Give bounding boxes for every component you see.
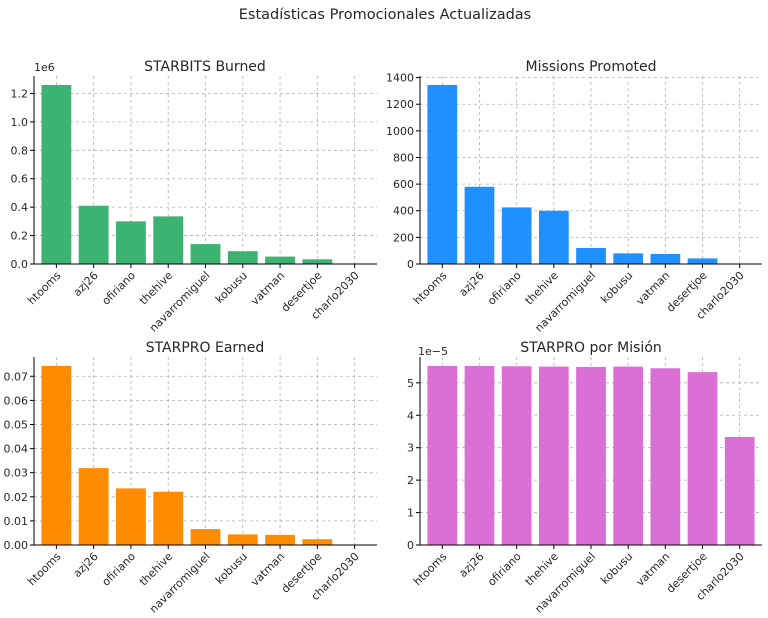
y-tick-label: 800 [393, 151, 414, 164]
x-tick-label: azj26 [456, 550, 486, 580]
chart-title: STARPRO por Misión [520, 340, 662, 356]
x-tick-label: ofiriano [99, 269, 138, 308]
bar-thehive [538, 210, 569, 264]
x-tick-label: azj26 [71, 550, 101, 580]
bar-desertjoe [687, 258, 718, 264]
chart-starbits-burned: STARBITS Burned 1e6 0.0 0.2 0.4 0.6 0.8 1.0 1.… [11, 59, 377, 335]
y-tick-label: 0.6 [11, 173, 29, 186]
bar-vatman [650, 368, 681, 545]
bar-desertjoe [302, 259, 333, 264]
y-tick-label: 1 [407, 507, 414, 520]
bar-ofiriano [116, 221, 146, 264]
chart-title: Missions Promoted [525, 59, 656, 75]
bar-thehive [153, 491, 184, 545]
bar-kobusu [227, 534, 258, 545]
bar-desertjoe [687, 372, 718, 545]
y-tick-label: 2 [407, 474, 414, 487]
chart-title: STARBITS Burned [144, 59, 266, 75]
x-tick-label: htooms [411, 550, 450, 589]
x-tick-label: kobusu [213, 550, 250, 587]
x-tick-label: azj26 [71, 269, 101, 299]
y-offset-label: 1e−5 [418, 345, 448, 358]
y-tick-label: 1000 [386, 125, 414, 138]
figure-suptitle: Estadísticas Promocionales Actualizadas [239, 7, 531, 23]
y-offset-label: 1e6 [34, 61, 55, 74]
y-tick-label: 1.0 [11, 116, 29, 129]
chart-missions-promoted: Missions Promoted 0 200 400 600 800 1000 1200 1… [386, 59, 762, 335]
bar-azj26 [78, 205, 109, 264]
bar-azj26 [464, 186, 495, 264]
x-tick-label: ofiriano [485, 550, 524, 589]
bar-charlo2030 [724, 436, 755, 545]
bar-ofiriano [501, 207, 532, 264]
bar-ofiriano [116, 488, 146, 545]
bar-azj26 [464, 365, 495, 545]
y-tick-label: 4 [407, 409, 414, 422]
y-tick-label: 3 [407, 442, 414, 455]
x-tick-label: ofiriano [99, 550, 138, 589]
x-tick-label: kobusu [598, 550, 635, 587]
y-tick-label: 1200 [386, 98, 414, 111]
y-tick-label: 0.8 [11, 144, 29, 157]
bar-vatman [265, 534, 295, 545]
bar-kobusu [613, 366, 644, 545]
x-tick-label: htooms [411, 269, 450, 308]
y-tick-label: 0.01 [4, 515, 29, 528]
bar-kobusu [613, 253, 644, 264]
bar-navarromiguel [576, 248, 606, 264]
bar-htooms [427, 84, 458, 264]
y-tick-label: 0.03 [4, 467, 29, 480]
y-tick-label: 0.07 [4, 370, 29, 383]
bar-azj26 [78, 468, 109, 545]
y-tick-label: 0.06 [4, 394, 29, 407]
y-tick-label: 0.2 [11, 230, 29, 243]
bar-navarromiguel [190, 244, 221, 264]
bar-desertjoe [302, 539, 333, 545]
bar-vatman [265, 256, 295, 264]
bar-kobusu [227, 251, 258, 264]
y-tick-label: 0.00 [4, 539, 29, 552]
bar-htooms [427, 365, 458, 545]
y-tick-label: 1.2 [11, 87, 29, 100]
bar-thehive [538, 366, 569, 545]
y-tick-label: 0.0 [11, 258, 29, 271]
bar-vatman [650, 254, 681, 264]
y-tick-label: 0.4 [11, 201, 29, 214]
y-tick-label: 0.02 [4, 491, 29, 504]
chart-starpro-por-mision: STARPRO por Misión 1e−5 0 1 2 3 4 5 htooms azj2… [407, 340, 762, 616]
y-tick-label: 400 [393, 205, 414, 218]
chart-starpro-earned: STARPRO Earned 0.00 0.01 0.02 0.03 0.04 0.05 0… [4, 340, 377, 616]
x-tick-label: htooms [25, 269, 64, 308]
x-tick-label: kobusu [598, 269, 635, 306]
x-tick-label: kobusu [213, 269, 250, 306]
x-tick-label: ofiriano [485, 269, 524, 308]
bar-htooms [41, 84, 72, 264]
y-tick-label: 200 [393, 231, 414, 244]
bar-navarromiguel [576, 366, 606, 545]
y-tick-label: 0.04 [4, 443, 29, 456]
y-tick-label: 0 [407, 539, 414, 552]
y-tick-label: 0.05 [4, 418, 29, 431]
bar-navarromiguel [190, 529, 221, 545]
chart-title: STARPRO Earned [146, 340, 265, 356]
y-tick-label: 0 [407, 258, 414, 271]
x-tick-label: azj26 [456, 269, 486, 299]
bar-ofiriano [501, 366, 532, 545]
bar-htooms [41, 365, 72, 545]
x-tick-label: htooms [25, 550, 64, 589]
y-tick-label: 5 [407, 377, 414, 390]
y-tick-label: 1400 [386, 72, 414, 85]
bar-thehive [153, 216, 184, 264]
y-tick-label: 600 [393, 178, 414, 191]
